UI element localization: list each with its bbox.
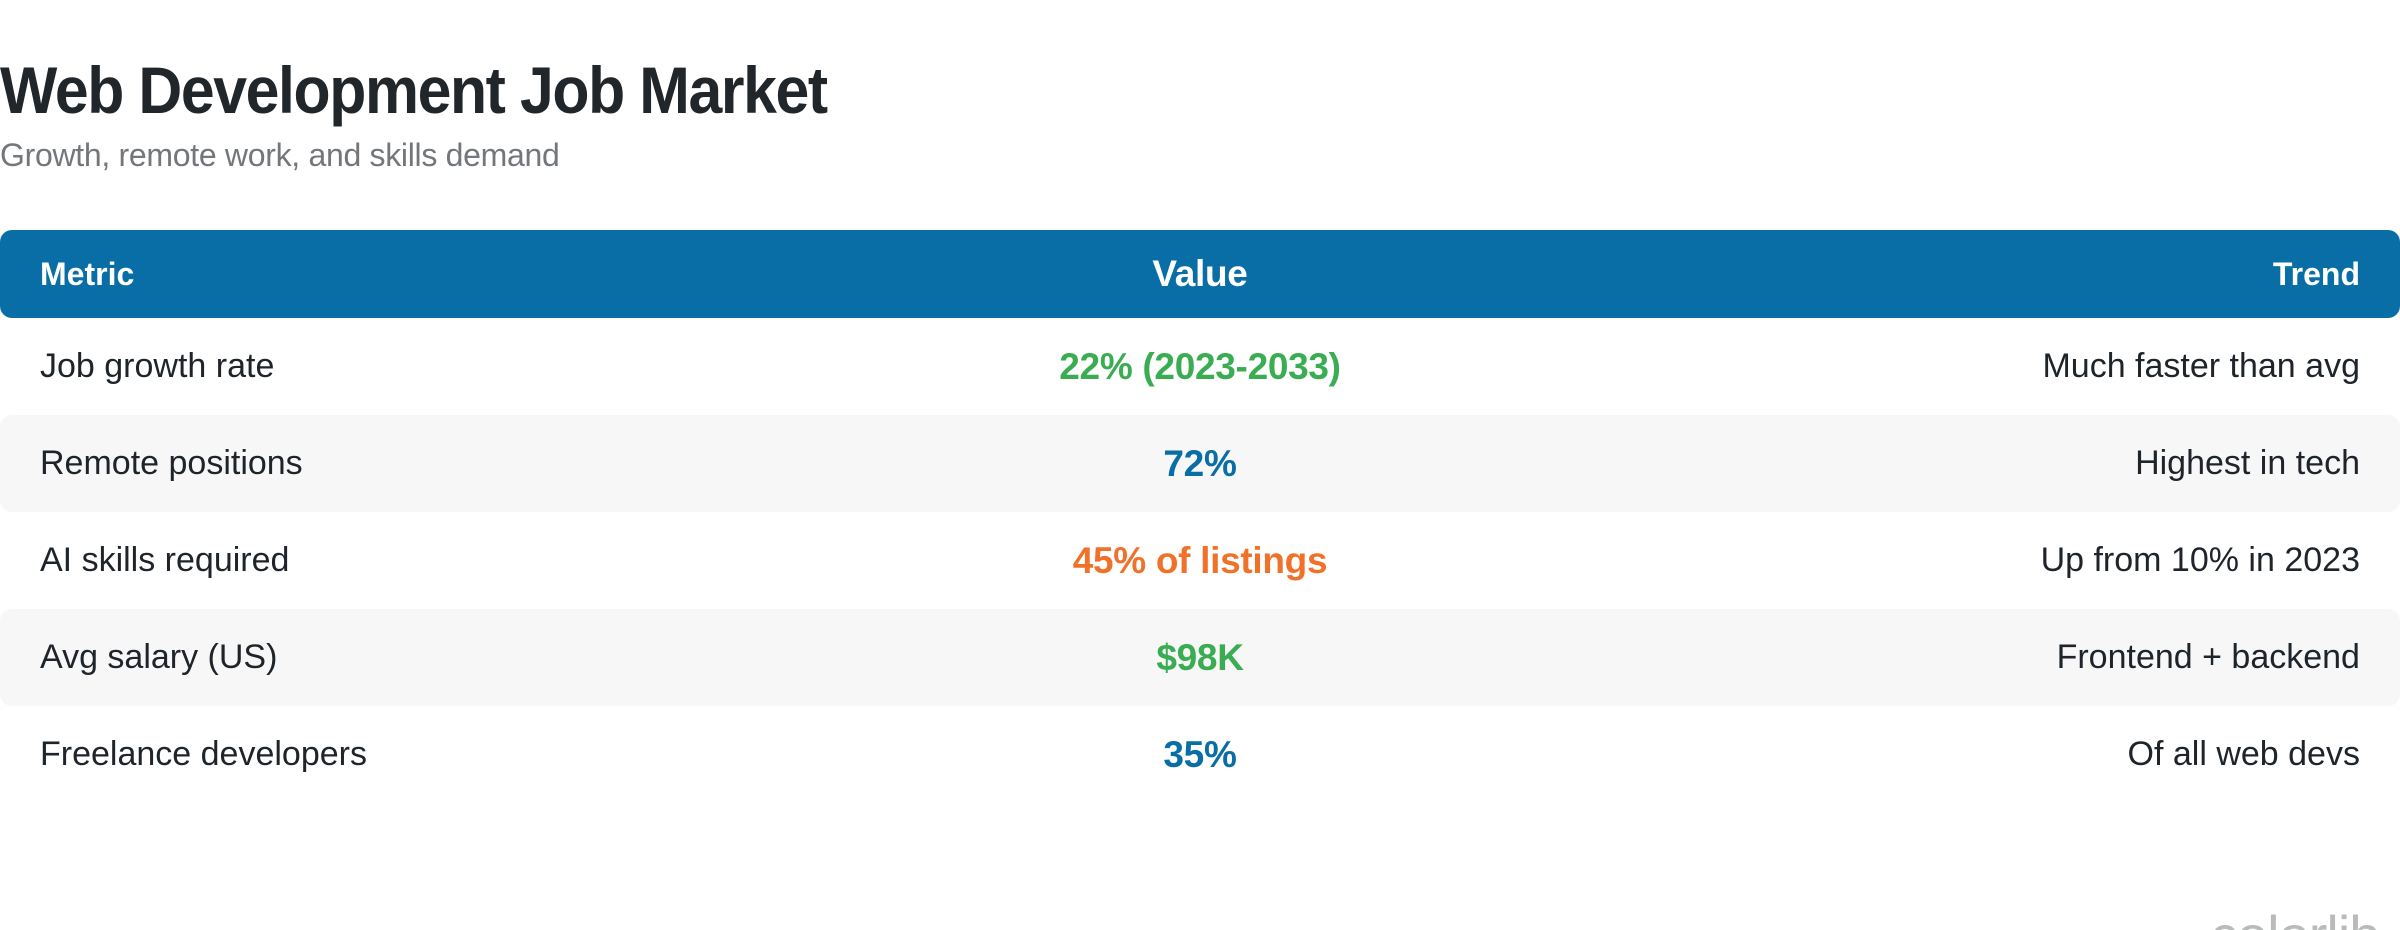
sources-note: Sources: BLS, LinkedIn · colorlib.com [0,928,460,930]
metric-cell: AI skills required [40,541,290,580]
page-subtitle: Growth, remote work, and skills demand [0,137,560,174]
value-cell: 22% (2023-2033) [1059,345,1341,387]
value-cell: 72% [1163,442,1237,484]
metric-cell: Remote positions [40,444,303,483]
page-title: Web Development Job Market [0,53,828,127]
table-body: Job growth rate 22% (2023-2033) Much fas… [0,318,2400,803]
table-header-row: Metric Value Trend [0,230,2400,319]
table-row: Remote positions 72% Highest in tech [0,415,2400,513]
table-row: Freelance developers 35% Of all web devs [0,706,2400,803]
column-header-trend: Trend [2272,255,2360,292]
metric-cell: Freelance developers [40,735,367,774]
metric-cell: Job growth rate [40,347,275,386]
column-header-value: Value [1152,253,1248,295]
column-header-metric: Metric [40,255,135,292]
trend-cell: Up from 10% in 2023 [2040,541,2360,580]
colorlib-logo-dot: . [2379,904,2395,930]
table-row: Job growth rate 22% (2023-2033) Much fas… [0,318,2400,415]
value-cell: 35% [1163,733,1237,775]
trend-cell: Highest in tech [2135,444,2360,483]
trend-cell: Frontend + backend [2056,638,2360,677]
infographic-root: Web Development Job Market Growth, remot… [0,53,2400,930]
colorlib-logo-text: colorlib [2210,904,2380,930]
value-cell: $98K [1156,636,1244,678]
table-row: AI skills required 45% of listings Up fr… [0,512,2400,609]
colorlib-logo: colorlib. [2210,908,2400,930]
stats-table: Metric Value Trend Job growth rate 22% (… [0,230,2400,803]
footer: Sources: BLS, LinkedIn · colorlib.com co… [0,908,2400,930]
trend-cell: Of all web devs [2127,735,2360,774]
trend-cell: Much faster than avg [2042,347,2360,386]
metric-cell: Avg salary (US) [40,638,278,677]
value-cell: 45% of listings [1072,539,1328,581]
table-row: Avg salary (US) $98K Frontend + backend [0,609,2400,707]
